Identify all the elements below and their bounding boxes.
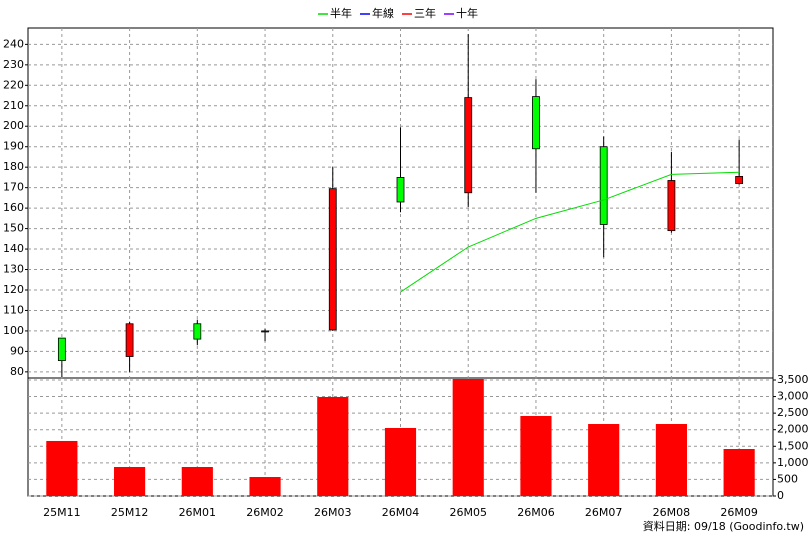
y-tick-label: 240 xyxy=(3,37,24,50)
x-tick-label: 26M06 xyxy=(517,506,555,519)
x-tick-label: 26M04 xyxy=(382,506,420,519)
y2-tick-label: 3,500 xyxy=(777,373,808,386)
candle-body xyxy=(125,323,134,357)
x-tick-label: 25M11 xyxy=(43,506,81,519)
candle-body xyxy=(464,97,473,194)
legend-label: 年線 xyxy=(372,6,394,20)
y-tick-label: 220 xyxy=(3,78,24,91)
candle-body xyxy=(328,188,337,331)
candle-body xyxy=(667,180,676,232)
y2-tick-label: 1,000 xyxy=(777,456,808,469)
candle-body xyxy=(599,146,608,225)
y2-tick-label: 3,000 xyxy=(777,390,808,403)
legend-label: 三年 xyxy=(414,6,436,20)
volume-bar xyxy=(114,466,146,496)
volume-bar xyxy=(181,466,213,496)
y-tick-label: 230 xyxy=(3,58,24,71)
y2-tick-label: 1,500 xyxy=(777,439,808,452)
volume-bar xyxy=(249,477,281,496)
x-tick-label: 25M12 xyxy=(111,506,149,519)
x-tick-label: 26M07 xyxy=(585,506,623,519)
y2-tick-label: 500 xyxy=(777,472,798,485)
volume-bar xyxy=(655,424,687,496)
y-tick-label: 210 xyxy=(3,99,24,112)
candle-body xyxy=(396,177,405,203)
ma-line xyxy=(400,171,740,293)
legend-label: 十年 xyxy=(456,6,478,20)
volume-bar xyxy=(723,448,755,496)
y-tick-label: 80 xyxy=(10,365,24,378)
y-tick-label: 110 xyxy=(3,303,24,316)
volume-bar xyxy=(384,427,417,496)
x-tick-label: 26M09 xyxy=(720,506,758,519)
volume-bar xyxy=(452,378,484,496)
y2-tick-label: 2,000 xyxy=(777,423,808,436)
y-tick-label: 150 xyxy=(3,222,24,235)
y-tick-label: 100 xyxy=(3,324,24,337)
volume-bar xyxy=(520,415,552,496)
candle-body xyxy=(532,96,540,150)
volume-bar xyxy=(317,396,349,496)
y-tick-label: 90 xyxy=(10,344,24,357)
volume-bar xyxy=(46,440,78,496)
candle-body xyxy=(57,337,66,362)
y-tick-label: 190 xyxy=(3,140,24,153)
y-tick-label: 130 xyxy=(3,263,24,276)
x-tick-label: 26M08 xyxy=(653,506,691,519)
y-tick-label: 170 xyxy=(3,181,24,194)
y-tick-label: 140 xyxy=(3,242,24,255)
y-tick-label: 200 xyxy=(3,119,24,132)
y2-tick-label: 0 xyxy=(777,489,784,502)
y-tick-label: 160 xyxy=(3,201,24,214)
candle-body xyxy=(735,175,744,184)
y-tick-label: 180 xyxy=(3,160,24,173)
y-tick-label: 120 xyxy=(3,283,24,296)
volume-bar xyxy=(588,424,620,496)
x-tick-label: 26M01 xyxy=(179,506,217,519)
footnote: 資料日期: 09/18 (Goodinfo.tw) xyxy=(643,519,804,533)
candle-body xyxy=(193,323,202,340)
x-tick-label: 26M05 xyxy=(449,506,487,519)
x-tick-label: 26M03 xyxy=(314,506,352,519)
legend-label: 半年 xyxy=(330,6,352,20)
y2-tick-label: 2,500 xyxy=(777,406,808,419)
x-tick-label: 26M02 xyxy=(246,506,284,519)
candle-body xyxy=(261,330,269,333)
